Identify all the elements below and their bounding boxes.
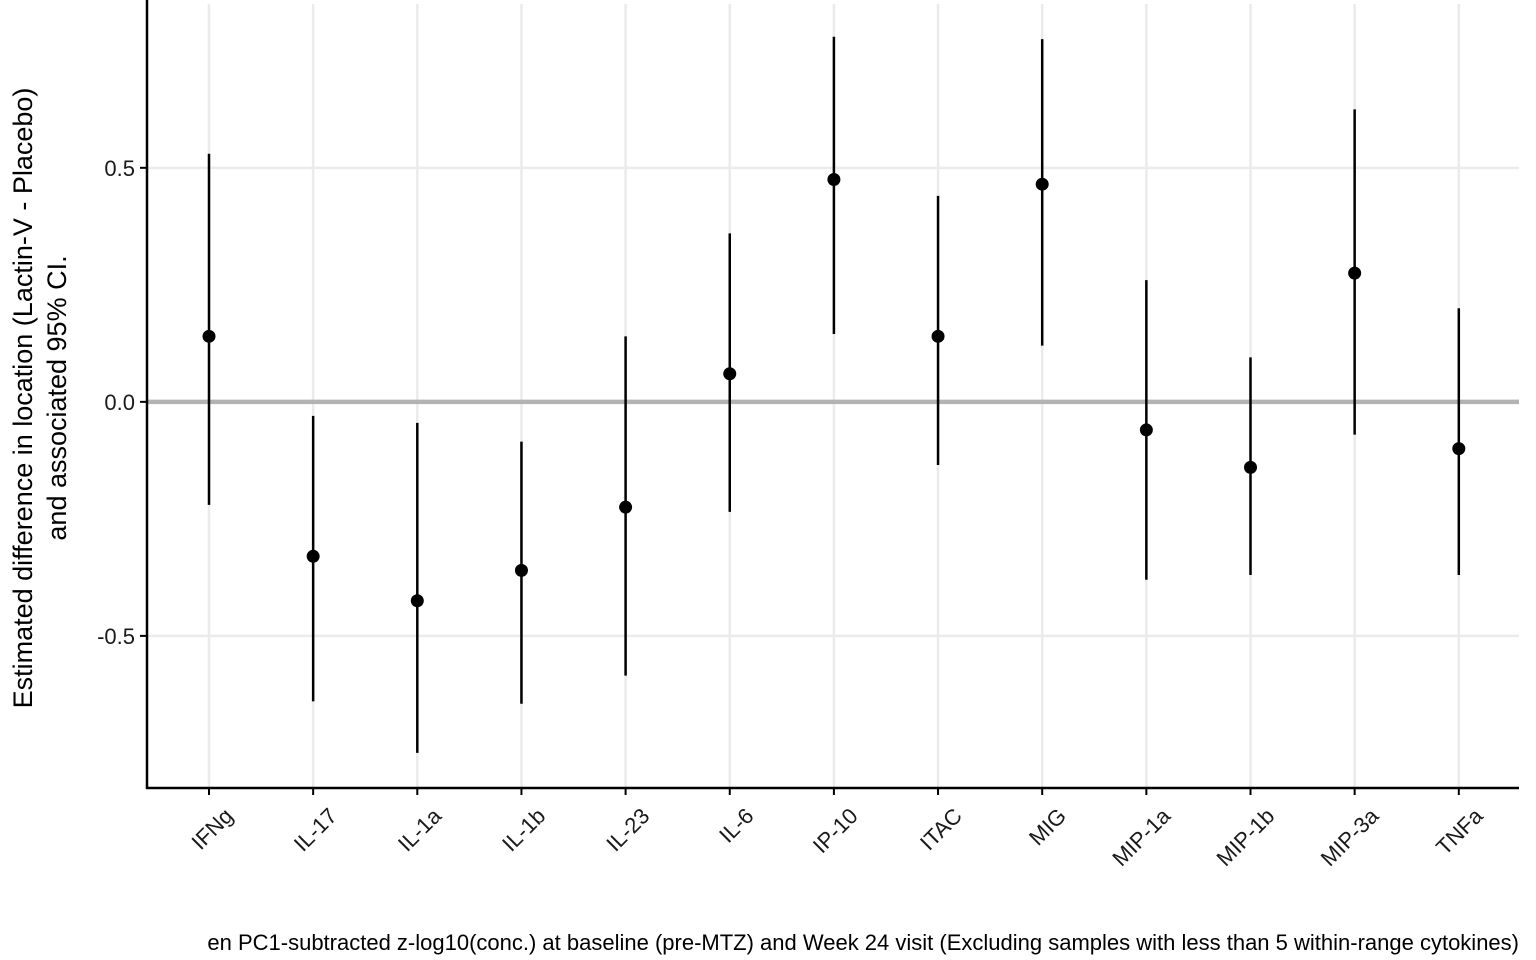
point-IFNg — [202, 329, 216, 343]
x-tick-label: IL-23 — [601, 803, 654, 856]
x-tick-label: MIP-1b — [1212, 803, 1280, 871]
point-TNFa — [1452, 442, 1466, 456]
y-tick-label: -0.5 — [97, 624, 135, 649]
y-axis-title-line2: and associated 95% CI. — [42, 255, 72, 540]
axes — [145, 0, 1519, 790]
point-MIP-3a — [1348, 266, 1362, 280]
x-tick-label: MIP-3a — [1316, 803, 1384, 871]
point-MIG — [1035, 177, 1049, 191]
point-IL-1a — [410, 594, 424, 608]
x-tick-label: MIG — [1024, 803, 1071, 850]
point-IL-23 — [619, 500, 633, 514]
x-tick-label: ITAC — [915, 803, 967, 855]
y-axis-title-line1: Estimated difference in location (Lactin… — [8, 88, 38, 709]
y-tick-label: 0.5 — [104, 156, 135, 181]
x-tick-label: IL-6 — [714, 803, 758, 847]
x-tick-label: IL-17 — [289, 803, 342, 856]
point-ITAC — [931, 329, 945, 343]
x-tick-label: TNFa — [1431, 803, 1488, 860]
point-IP-10 — [827, 173, 841, 187]
x-tick-label: IL-1b — [497, 803, 550, 856]
point-MIP-1a — [1139, 423, 1153, 437]
x-tick-label: IFNg — [186, 803, 237, 854]
x-tick-label: IL-1a — [393, 803, 447, 857]
point-IL-1b — [514, 563, 528, 577]
y-tick-labels: -0.5 0.0 0.5 — [97, 156, 147, 649]
y-tick-label: 0.0 — [104, 390, 135, 415]
points — [202, 173, 1466, 608]
x-tick-label: IP-10 — [808, 803, 863, 858]
point-IL-17 — [306, 549, 320, 563]
x-tick-label: MIP-1a — [1107, 803, 1175, 871]
x-tick-labels: IFNg IL-17 IL-1a IL-1b IL-23 IL-6 IP-10 ITAC MIG… — [186, 788, 1488, 871]
point-IL-6 — [723, 367, 737, 381]
x-axis-title: en PC1-subtracted z-log10(conc.) at base… — [207, 930, 1519, 955]
point-MIP-1b — [1244, 460, 1257, 474]
